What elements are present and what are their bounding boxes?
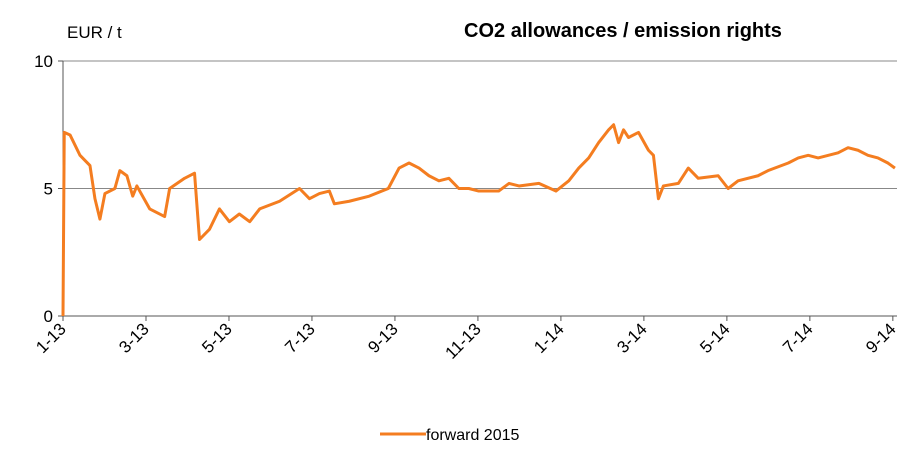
x-tick-label: 5-13 [198,319,235,356]
y-tick-label: 0 [44,307,53,326]
x-tick-label: 1-13 [32,319,69,356]
x-tick-label: 11-13 [441,319,484,362]
legend-label: forward 2015 [426,427,519,444]
x-tick-label: 7-13 [281,319,318,356]
data-line [61,123,896,317]
x-tick-label: 9-14 [862,319,899,356]
y-tick-label: 10 [34,52,53,71]
chart-title: CO2 allowances / emission rights [464,20,782,42]
x-tick-label: 9-13 [364,319,401,356]
x-tick-label: 1-14 [530,319,567,356]
x-tick-label: 3-14 [613,319,650,356]
x-tick-label: 7-14 [779,319,816,356]
y-axis-label: EUR / t [67,23,122,42]
x-tick-label: 5-14 [696,319,733,356]
x-tick-label: 3-13 [115,319,152,356]
y-tick-label: 5 [44,180,53,199]
